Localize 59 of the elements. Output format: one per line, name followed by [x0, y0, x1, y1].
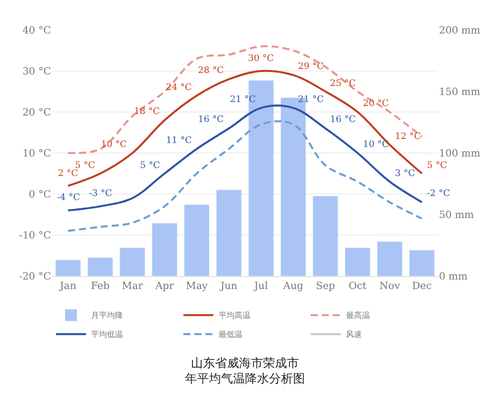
x-tick-label: Jan	[58, 281, 77, 292]
data-label: 24 °C	[166, 83, 192, 93]
data-label: 30 °C	[248, 54, 274, 64]
x-tick-label: Mar	[122, 281, 144, 292]
y2-tick-label: 150 mm	[439, 87, 481, 98]
bar	[55, 260, 81, 276]
x-tick-label: Oct	[348, 281, 366, 292]
data-label: 5 °C	[427, 161, 448, 171]
legend-label: 风速	[346, 330, 362, 340]
data-label: 28 °C	[198, 66, 224, 76]
x-tick-label: Apr	[154, 281, 174, 292]
x-tick-label: Nov	[380, 281, 400, 292]
legend-label: 平均高温	[218, 311, 250, 320]
data-label: 12 °C	[395, 132, 421, 142]
text: 山东省威海市荣成市年平均气温降水分析图	[185, 356, 305, 386]
y-tick-label: 30 °C	[22, 66, 52, 78]
bar	[344, 247, 370, 276]
x-tick-label: Sep	[316, 281, 336, 292]
x-tick-label: Aug	[282, 281, 304, 292]
y2-tick-label: 0 mm	[439, 272, 468, 282]
x-tick-label: Dec	[412, 281, 432, 292]
y-tick-label: 40 °C	[22, 26, 52, 36]
data-label: 5 °C	[140, 161, 160, 171]
data-label: 10 °C	[101, 140, 127, 150]
legend-label: 最低温	[218, 330, 242, 340]
x-tick-label: May	[186, 281, 208, 292]
data-label: 3 °C	[395, 169, 416, 179]
y2-tick-label: 200 mm	[439, 26, 481, 36]
data-label: -3 °C	[89, 189, 112, 199]
data-label: 16 °C	[330, 115, 356, 125]
y2-tick-label: 50 mm	[439, 210, 474, 221]
data-label: 25 °C	[330, 79, 356, 89]
data-label: 11 °C	[166, 136, 192, 146]
y-tick-label: 20 °C	[22, 108, 52, 118]
legend-label: 平均低温	[91, 330, 123, 340]
bar	[409, 250, 435, 276]
line-series	[67, 45, 423, 154]
y2-tick-label: 100 mm	[439, 148, 481, 160]
data-label: 2 °C	[58, 169, 78, 179]
data-label: -2 °C	[427, 189, 450, 199]
data-label: 29 °C	[298, 62, 324, 72]
data-label: 18 °C	[134, 107, 160, 117]
data-label: 20 °C	[363, 99, 389, 109]
y-tick-label: 10 °C	[22, 148, 52, 160]
x-tick-label: Feb	[90, 281, 110, 292]
data-label: 5 °C	[75, 161, 96, 171]
bar	[120, 247, 146, 276]
y-tick-label: 0 °C	[28, 190, 52, 200]
x-tick-label: Jul	[253, 281, 268, 292]
legend-label: 最高温	[346, 311, 370, 320]
y-tick-label: -10 °C	[19, 230, 52, 242]
y-tick-label: -20 °C	[19, 272, 52, 282]
data-label: -4 °C	[57, 193, 80, 203]
legend-label: 月平均降	[91, 311, 123, 320]
x-tick-label: Jun	[219, 281, 238, 292]
bar	[87, 257, 114, 276]
bar	[376, 241, 403, 276]
data-label: 10 °C	[363, 140, 389, 150]
data-label: 16 °C	[198, 115, 224, 125]
